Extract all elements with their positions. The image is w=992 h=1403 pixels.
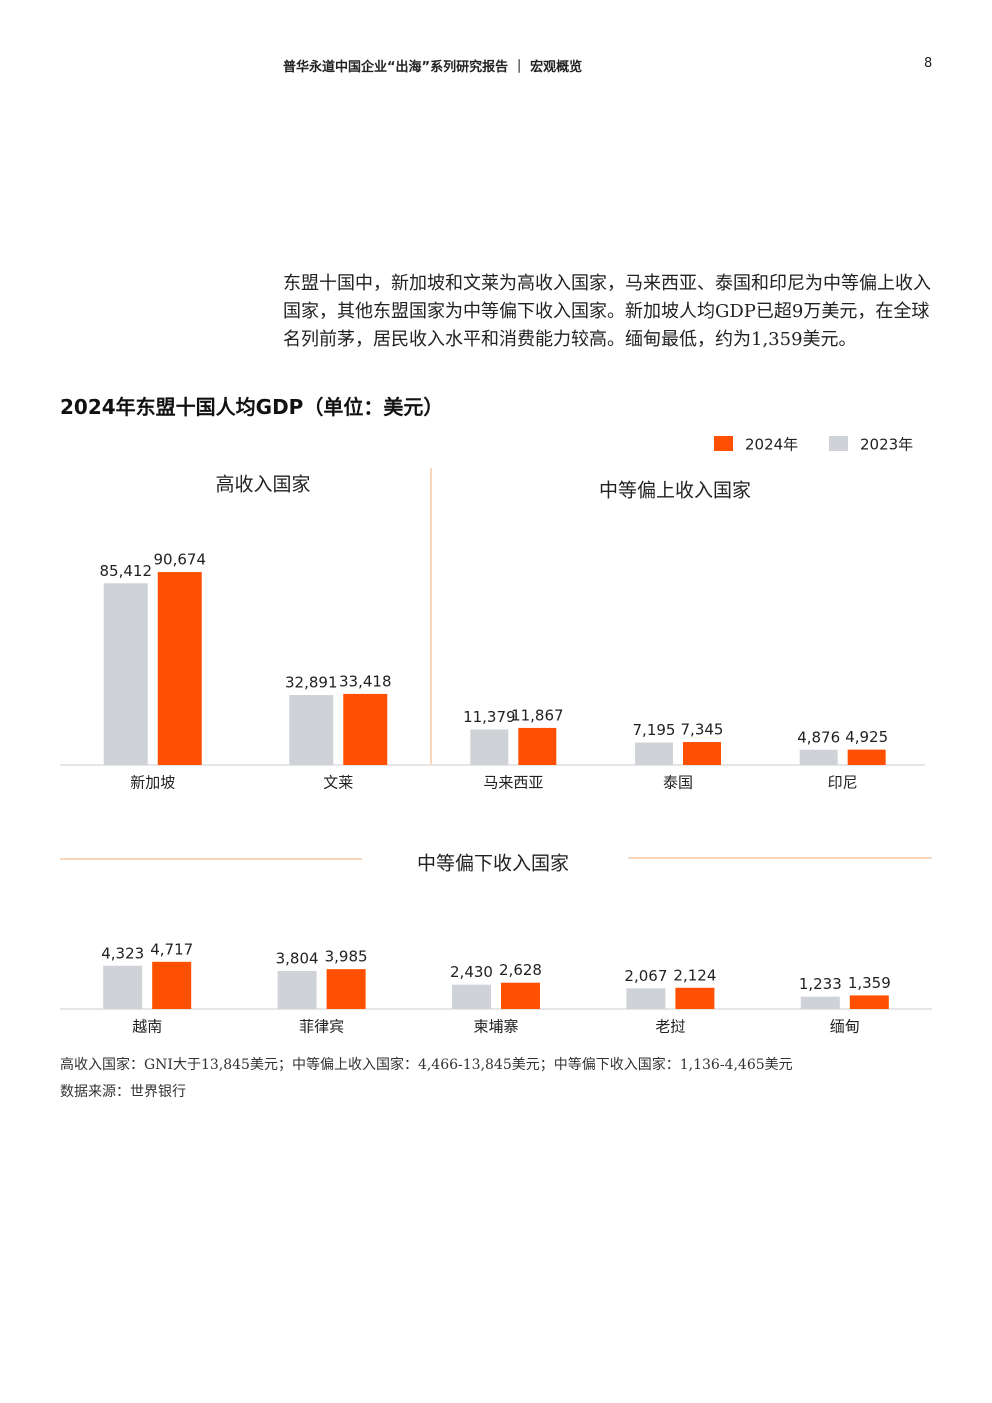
bar	[683, 742, 721, 765]
bar	[452, 984, 491, 1009]
x-tick-label: 柬埔寨	[473, 1018, 518, 1036]
bar	[289, 695, 334, 765]
bar	[103, 965, 143, 1009]
value-label: 1,233	[799, 975, 842, 993]
bar	[847, 749, 886, 765]
bar	[849, 995, 889, 1009]
source: 数据来源：世界银行	[60, 1084, 186, 1100]
footnote: 高收入国家：GNI大于13,845美元；中等偏上收入国家：4,466-13,84…	[60, 1057, 793, 1073]
value-label: 32,891	[285, 674, 338, 692]
value-label: 2,628	[499, 961, 542, 979]
bar	[152, 961, 192, 1009]
bar	[343, 693, 388, 765]
value-label: 2,124	[673, 966, 716, 984]
value-label: 3,985	[325, 948, 368, 966]
paragraph: 东盟十国中，新加坡和文莱为高收入国家，马来西亚、泰国和印尼为中等偏上收入国家，其…	[283, 273, 931, 350]
value-label: 4,323	[101, 944, 144, 962]
value-label: 2,430	[450, 963, 493, 981]
panel-title: 中等偏下收入国家	[417, 853, 569, 875]
page-number: 8	[924, 56, 933, 71]
value-label: 7,195	[633, 721, 676, 739]
value-label: 4,717	[150, 940, 193, 958]
value-label: 85,412	[100, 562, 153, 580]
x-tick-label: 越南	[132, 1018, 162, 1036]
bar	[103, 583, 148, 765]
bar	[518, 727, 557, 765]
x-tick-label: 缅甸	[830, 1018, 860, 1036]
legend-label: 2024年	[745, 436, 798, 454]
value-label: 11,867	[511, 706, 564, 724]
value-label: 4,876	[797, 728, 840, 746]
x-tick-label: 新加坡	[130, 774, 175, 792]
value-label: 4,925	[845, 728, 888, 746]
value-label: 90,674	[154, 551, 207, 569]
bar	[800, 996, 840, 1009]
x-tick-label: 文莱	[323, 774, 353, 792]
header-title: 普华永道中国企业“出海”系列研究报告 ｜ 宏观概览	[283, 60, 583, 75]
panel-title: 中等偏上收入国家	[599, 480, 751, 502]
bar	[635, 742, 673, 765]
x-tick-label: 菲律宾	[299, 1018, 344, 1036]
x-tick-label: 泰国	[663, 774, 693, 792]
bar	[470, 729, 509, 765]
value-label: 11,379	[463, 708, 516, 726]
legend-label: 2023年	[860, 436, 913, 454]
bar	[799, 749, 838, 765]
value-label: 1,359	[848, 974, 891, 992]
value-label: 2,067	[624, 967, 667, 985]
bar	[501, 982, 540, 1009]
value-label: 3,804	[276, 949, 319, 967]
figure-title: 2024年东盟十国人均GDP（单位：美元）	[60, 395, 444, 419]
legend-swatch	[714, 436, 733, 451]
bar	[626, 988, 666, 1009]
bar	[277, 970, 317, 1009]
panel-title: 高收入国家	[215, 474, 310, 496]
bar	[326, 969, 366, 1009]
value-label: 33,418	[339, 672, 392, 690]
x-tick-label: 老挝	[655, 1018, 685, 1036]
bar	[157, 572, 202, 765]
x-tick-label: 印尼	[828, 774, 858, 792]
x-tick-label: 马来西亚	[483, 774, 543, 792]
value-label: 7,345	[681, 721, 724, 739]
bar	[675, 987, 715, 1009]
legend-swatch	[829, 436, 848, 451]
